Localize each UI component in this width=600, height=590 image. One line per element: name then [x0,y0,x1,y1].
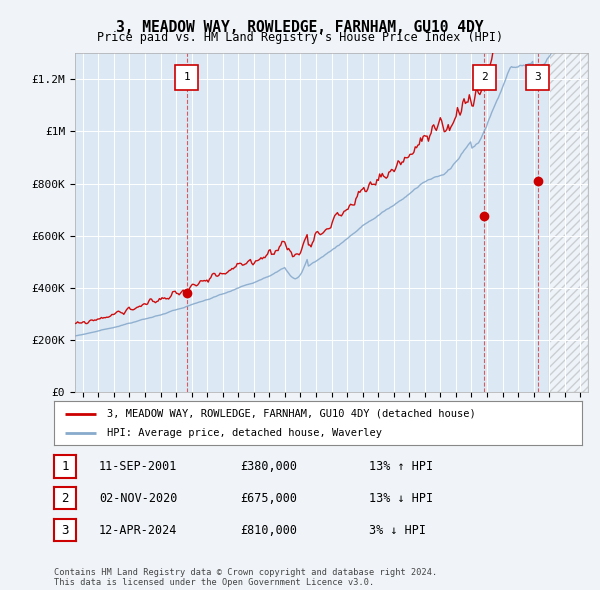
Text: 1: 1 [184,72,190,82]
Text: Contains HM Land Registry data © Crown copyright and database right 2024.
This d: Contains HM Land Registry data © Crown c… [54,568,437,587]
Text: 3: 3 [535,72,541,82]
Text: 02-NOV-2020: 02-NOV-2020 [99,491,178,504]
Text: 3: 3 [61,524,68,537]
Text: 2: 2 [61,492,68,505]
Text: 12-APR-2024: 12-APR-2024 [99,523,178,536]
Text: Price paid vs. HM Land Registry's House Price Index (HPI): Price paid vs. HM Land Registry's House … [97,31,503,44]
Text: £380,000: £380,000 [240,460,297,473]
Text: £675,000: £675,000 [240,491,297,504]
Text: 2: 2 [481,72,488,82]
Text: 3% ↓ HPI: 3% ↓ HPI [369,523,426,536]
Text: 13% ↑ HPI: 13% ↑ HPI [369,460,433,473]
FancyBboxPatch shape [526,65,550,90]
Text: HPI: Average price, detached house, Waverley: HPI: Average price, detached house, Wave… [107,428,382,438]
Text: 13% ↓ HPI: 13% ↓ HPI [369,491,433,504]
FancyBboxPatch shape [473,65,496,90]
Text: £810,000: £810,000 [240,523,297,536]
Text: 1: 1 [61,460,68,473]
Text: 3, MEADOW WAY, ROWLEDGE, FARNHAM, GU10 4DY: 3, MEADOW WAY, ROWLEDGE, FARNHAM, GU10 4… [116,20,484,35]
FancyBboxPatch shape [175,65,199,90]
Text: 11-SEP-2001: 11-SEP-2001 [99,460,178,473]
Text: 3, MEADOW WAY, ROWLEDGE, FARNHAM, GU10 4DY (detached house): 3, MEADOW WAY, ROWLEDGE, FARNHAM, GU10 4… [107,409,476,418]
